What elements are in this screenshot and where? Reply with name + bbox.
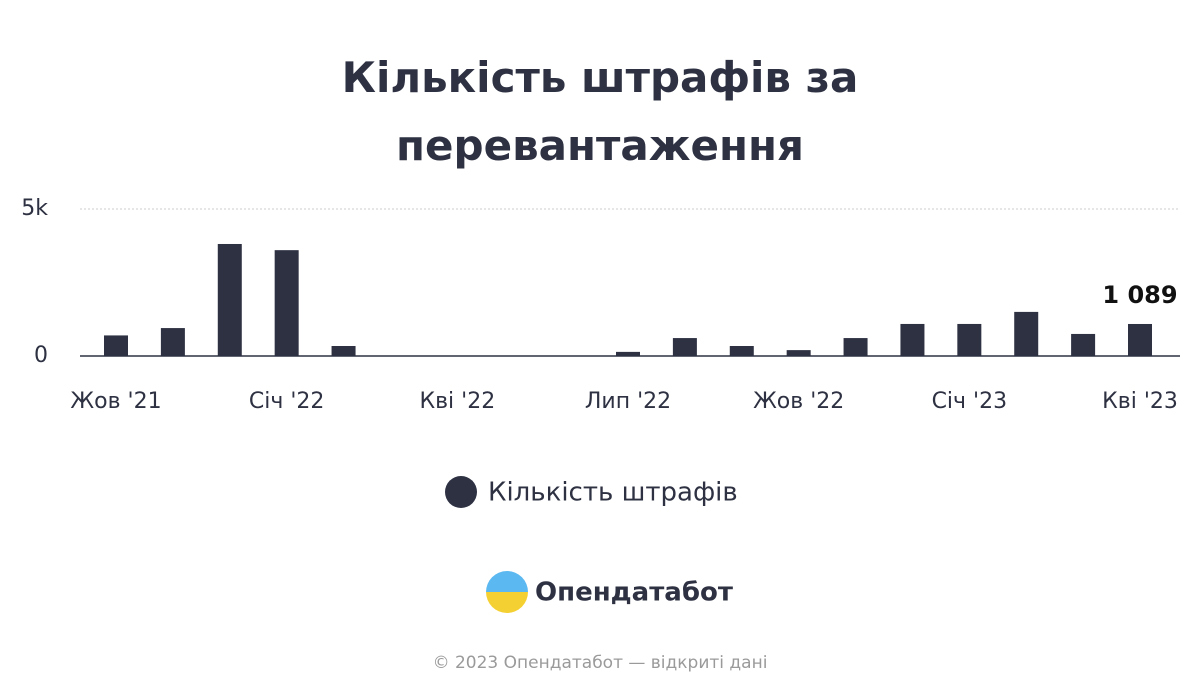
legend-marker: [445, 476, 477, 508]
bar: [1128, 323, 1152, 356]
x-tick-label: Січ '22: [249, 389, 325, 414]
value-label: 1 089: [1102, 281, 1177, 309]
x-tick-label: Жов '22: [753, 389, 844, 414]
bar: [104, 335, 128, 356]
y-tick-label: 0: [34, 343, 48, 368]
bar: [1071, 333, 1096, 356]
bar: [160, 328, 185, 356]
chart-title: Кількість штрафів за перевантаження: [341, 53, 859, 170]
x-tick-label: Лип '22: [585, 389, 671, 414]
bar: [1014, 311, 1039, 356]
x-tick-label: Жов '21: [70, 389, 161, 414]
bar: [331, 346, 356, 356]
bar: [900, 323, 925, 356]
bar: [217, 243, 242, 356]
bar: [786, 350, 811, 356]
bar: [843, 338, 868, 356]
bar: [957, 323, 982, 356]
logo-text: Опендатабот: [535, 578, 733, 608]
bar: [672, 338, 697, 356]
x-tick-label: Січ '23: [932, 389, 1008, 414]
bar: [616, 351, 640, 356]
bar: [729, 346, 754, 356]
bar: [274, 250, 299, 356]
legend-label: Кількість штрафів: [488, 478, 738, 508]
logo-icon: [486, 571, 528, 613]
footer: © 2023 Опендатабот — відкриті дані: [433, 653, 768, 673]
y-tick-label: 5k: [21, 196, 48, 221]
x-tick-label: Кві '22: [419, 389, 495, 414]
x-tick-label: Кві '23: [1102, 389, 1178, 414]
